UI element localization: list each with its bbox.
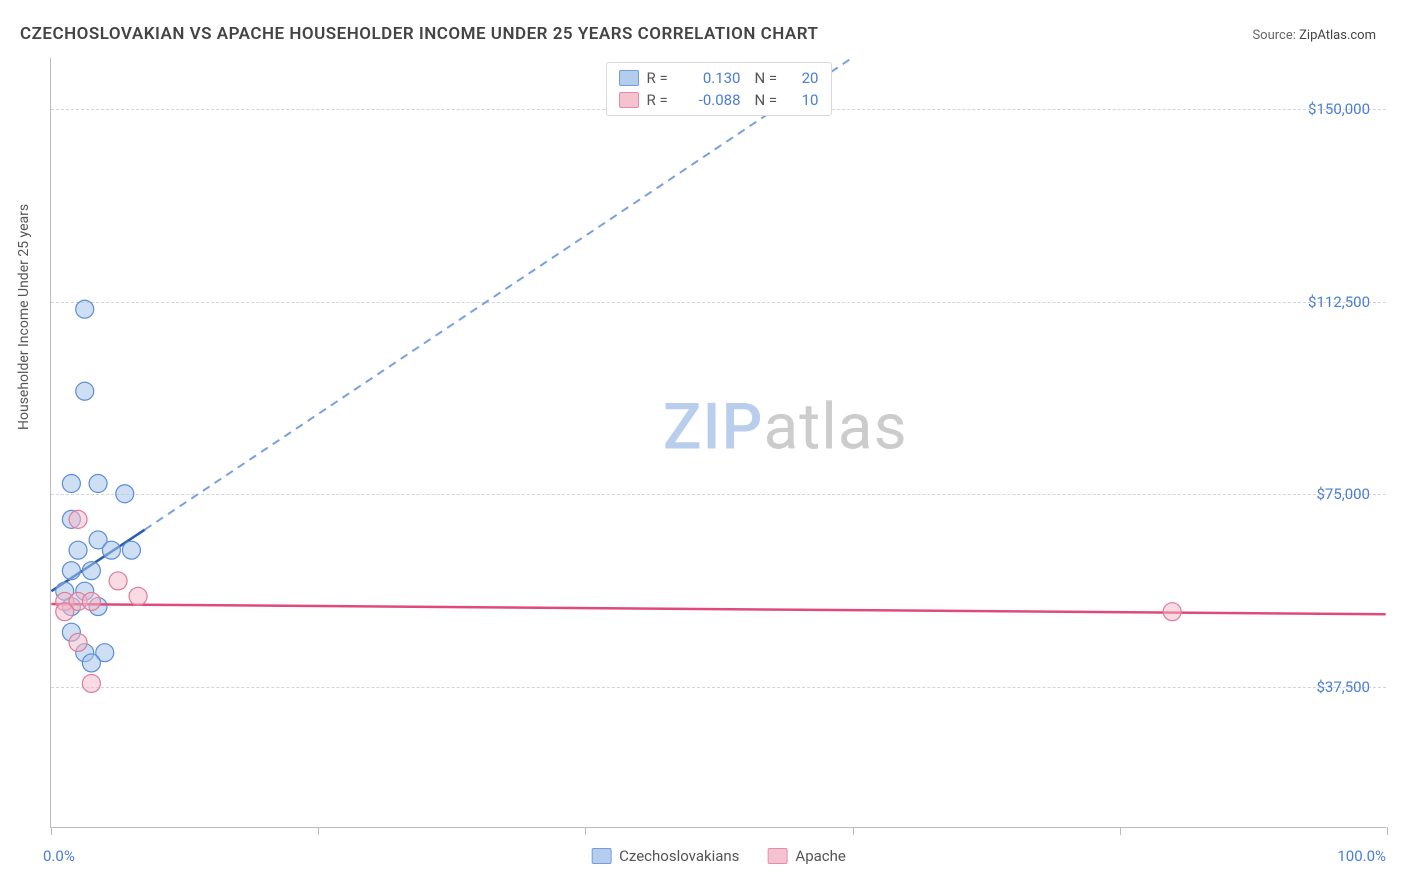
data-point — [122, 541, 140, 559]
data-point — [82, 654, 100, 672]
series-legend: Czechoslovakians Apache — [591, 847, 846, 865]
data-point — [116, 485, 134, 503]
x-axis-max-label: 100.0% — [1337, 847, 1386, 865]
data-point — [1163, 603, 1181, 621]
x-tick — [51, 827, 52, 835]
r-label: R = — [647, 69, 675, 87]
r-value: 0.130 — [683, 69, 741, 87]
legend-swatch — [767, 848, 787, 864]
legend-series-name: Apache — [795, 847, 845, 865]
n-value: 10 — [791, 91, 819, 109]
x-tick — [1387, 827, 1388, 835]
source-attribution: Source: ZipAtlas.com — [1252, 28, 1376, 43]
legend-item: Apache — [767, 847, 845, 865]
data-point — [62, 475, 80, 493]
chart-title: CZECHOSLOVAKIAN VS APACHE HOUSEHOLDER IN… — [20, 24, 819, 44]
data-point — [76, 382, 94, 400]
x-tick — [318, 827, 319, 835]
legend-row: R = -0.088 N = 10 — [607, 89, 831, 111]
legend-item: Czechoslovakians — [591, 847, 739, 865]
legend-row: R = 0.130 N = 20 — [607, 67, 831, 89]
y-axis-label: Householder Income Under 25 years — [16, 204, 32, 430]
data-point — [82, 562, 100, 580]
n-label: N = — [755, 69, 783, 87]
data-point — [69, 510, 87, 528]
data-point — [129, 587, 147, 605]
trend-line — [51, 604, 1385, 614]
n-value: 20 — [791, 69, 819, 87]
data-point — [69, 633, 87, 651]
trend-line-extrapolated — [145, 58, 852, 530]
source-value: ZipAtlas.com — [1299, 28, 1376, 43]
n-label: N = — [755, 91, 783, 109]
x-axis-min-label: 0.0% — [43, 847, 75, 865]
data-point — [62, 562, 80, 580]
data-point — [56, 603, 74, 621]
r-label: R = — [647, 91, 675, 109]
correlation-legend: R = 0.130 N = 20 R = -0.088 N = 10 — [606, 62, 832, 116]
data-point — [102, 541, 120, 559]
x-tick — [1120, 827, 1121, 835]
legend-series-name: Czechoslovakians — [619, 847, 739, 865]
legend-swatch — [591, 848, 611, 864]
chart-plot-area: ZIPatlas $37,500$75,000$112,500$150,000 … — [50, 58, 1386, 828]
data-point — [82, 674, 100, 692]
data-point — [69, 541, 87, 559]
scatter-plot-svg — [51, 58, 1386, 827]
data-point — [109, 572, 127, 590]
data-point — [89, 475, 107, 493]
x-tick — [853, 827, 854, 835]
legend-swatch — [619, 70, 639, 86]
x-tick — [585, 827, 586, 835]
data-point — [76, 300, 94, 318]
data-point — [82, 592, 100, 610]
legend-swatch — [619, 92, 639, 108]
r-value: -0.088 — [683, 91, 741, 109]
source-label: Source: — [1252, 28, 1295, 43]
